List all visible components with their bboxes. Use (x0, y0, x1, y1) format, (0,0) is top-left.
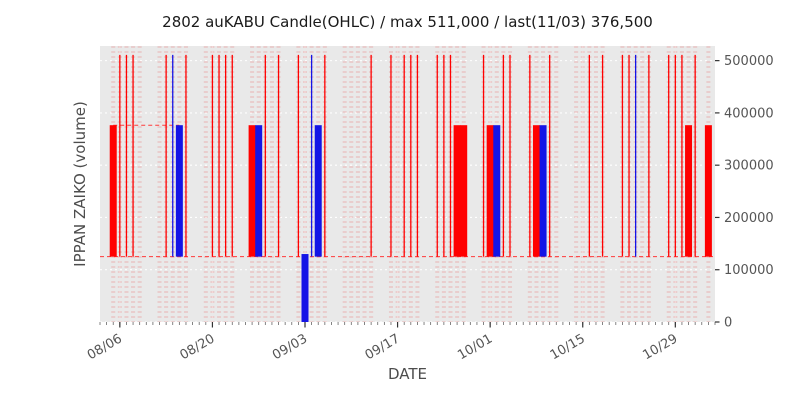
svg-text:200000: 200000 (724, 211, 774, 226)
svg-text:10/15: 10/15 (548, 331, 588, 363)
svg-text:0: 0 (724, 316, 732, 331)
svg-text:10/29: 10/29 (640, 331, 680, 363)
y-axis-label: IPPAN ZAIKO (volume) (71, 101, 89, 267)
svg-text:300000: 300000 (724, 159, 774, 174)
svg-text:09/17: 09/17 (363, 331, 403, 363)
svg-text:08/06: 08/06 (85, 331, 125, 363)
chart-title: 2802 auKABU Candle(OHLC) / max 511,000 /… (162, 13, 653, 31)
svg-text:09/03: 09/03 (270, 331, 310, 363)
x-axis-label: DATE (387, 365, 428, 383)
svg-text:08/20: 08/20 (177, 331, 217, 363)
svg-text:500000: 500000 (724, 54, 774, 69)
svg-text:400000: 400000 (724, 106, 774, 121)
svg-text:100000: 100000 (724, 263, 774, 278)
svg-text:10/01: 10/01 (455, 331, 495, 363)
